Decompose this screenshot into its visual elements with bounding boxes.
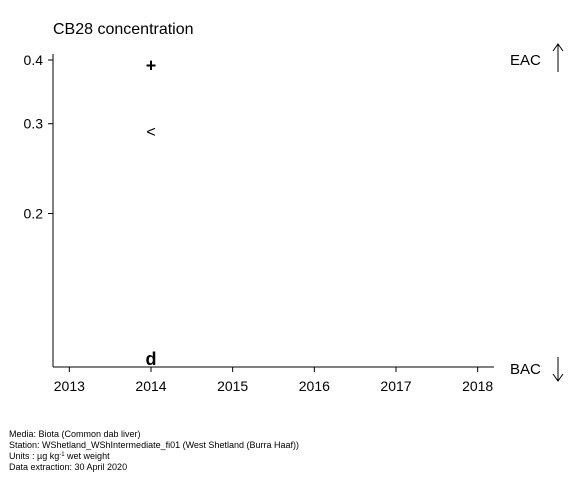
arrow-down-icon — [552, 357, 564, 382]
footer-media: Media: Biota (Common dab liver) — [9, 429, 141, 439]
footer: Media: Biota (Common dab liver) Station:… — [9, 429, 299, 473]
data-point: d — [146, 349, 157, 369]
units-suffix: wet weight — [64, 451, 110, 461]
x-tick-label: 2018 — [462, 378, 493, 394]
x-tick-label: 2015 — [217, 378, 248, 394]
footer-units: Units : µg kg-1 wet weight — [9, 451, 299, 462]
data-point: < — [146, 124, 155, 141]
x-tick-label: 2014 — [135, 378, 166, 394]
y-tick-label: 0.2 — [24, 206, 44, 222]
y-tick-label: 0.3 — [24, 116, 44, 132]
reference-labels: EAC BAC — [510, 43, 564, 382]
data-point: + — [146, 56, 157, 76]
x-tick-label: 2013 — [54, 378, 85, 394]
footer-station: Station: WShetland_WShIntermediate_fi01 … — [9, 440, 299, 450]
ref-label-eac: EAC — [510, 52, 541, 69]
footer-extraction: Data extraction: 30 April 2020 — [9, 462, 128, 472]
x-tick-label: 2016 — [299, 378, 330, 394]
x-tick-label: 2017 — [380, 378, 411, 394]
arrow-up-icon — [552, 43, 564, 72]
chart-title: CB28 concentration — [53, 21, 194, 38]
units-prefix: Units : µg kg — [9, 451, 60, 461]
ref-label-bac: BAC — [510, 361, 541, 378]
y-tick-label: 0.4 — [24, 52, 44, 68]
axes: 2013 2014 2015 2016 2017 2018 0.2 0.3 0.4 — [24, 52, 494, 394]
data-points: + < d — [146, 56, 157, 369]
units-exponent: -1 — [59, 452, 65, 458]
